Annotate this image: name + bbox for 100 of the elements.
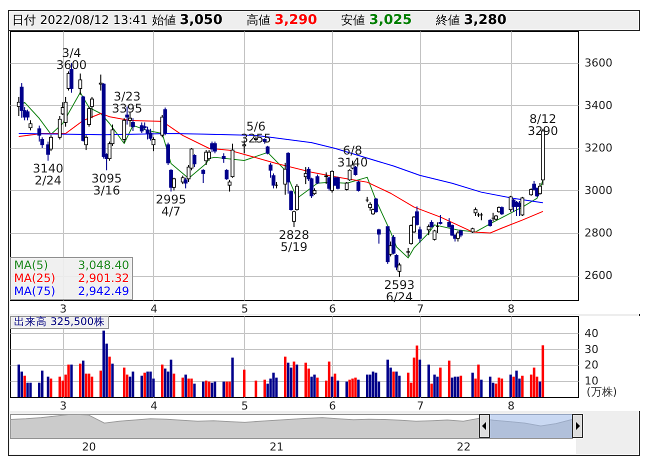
candlestick — [377, 228, 381, 244]
bar — [82, 360, 84, 397]
candlestick — [538, 182, 542, 196]
x-tick-label: 8 — [508, 400, 515, 412]
bar — [509, 374, 512, 397]
annotation: 2,942.49 — [78, 284, 130, 298]
bar — [108, 356, 111, 397]
bar — [395, 372, 398, 397]
y-tick-label: 10 — [584, 374, 598, 388]
bar — [372, 372, 374, 397]
bar — [202, 382, 204, 397]
bar — [433, 374, 436, 397]
bar — [313, 374, 316, 397]
bar — [29, 382, 32, 397]
bar — [488, 376, 492, 397]
annotation: 2,901.32 — [78, 271, 130, 285]
bar — [170, 360, 172, 397]
bar — [296, 364, 298, 397]
bar — [336, 380, 340, 397]
bar — [436, 376, 439, 397]
candlestick — [163, 107, 168, 136]
candlestick — [20, 82, 24, 118]
bar — [292, 362, 296, 397]
candlestick — [228, 179, 232, 192]
candlestick — [201, 168, 206, 184]
x-tick-label: 8 — [508, 302, 515, 316]
x-tick-label: 5 — [241, 302, 248, 316]
bar — [354, 378, 357, 397]
x-tick-label: 3 — [60, 400, 67, 412]
annotation: 3095 3/16 — [91, 171, 122, 198]
bar — [67, 364, 70, 397]
candlestick — [64, 96, 68, 128]
bar — [471, 372, 474, 397]
candlestick — [49, 134, 53, 152]
candlestick — [122, 118, 126, 144]
bar — [222, 382, 225, 397]
bar — [184, 374, 187, 397]
bar — [542, 345, 544, 397]
y-tick-label: 3400 — [584, 98, 612, 112]
bar — [286, 362, 290, 397]
bar — [90, 376, 94, 397]
x-tick-label: 3 — [60, 302, 67, 316]
x-tick-label: 4 — [150, 302, 158, 316]
candlestick — [316, 174, 320, 185]
candlestick — [46, 141, 50, 162]
x-tick-label: 20 — [82, 440, 96, 454]
bar — [231, 358, 234, 397]
candlestick — [98, 74, 103, 92]
bar — [284, 356, 286, 397]
candlestick — [192, 154, 196, 168]
bar — [263, 380, 266, 397]
bar — [79, 364, 82, 397]
bar — [228, 382, 231, 397]
candlestick — [58, 116, 62, 140]
candlestick — [78, 73, 82, 96]
candlestick — [26, 109, 30, 121]
x-tick-label: 5 — [241, 400, 248, 412]
annotation: 3/4 3600 — [56, 46, 87, 72]
bar — [454, 376, 456, 397]
x-tick-label: 6 — [329, 302, 336, 316]
bar — [193, 384, 196, 397]
bar — [498, 378, 500, 397]
bar — [187, 378, 190, 397]
bar — [181, 378, 184, 397]
text: MA(5) — [14, 258, 50, 272]
bar — [500, 378, 504, 397]
candlestick — [184, 177, 188, 189]
bar — [190, 378, 193, 397]
bar — [272, 372, 275, 397]
y-tick-label: 30 — [584, 342, 598, 356]
bar — [366, 374, 368, 397]
bar — [210, 382, 214, 397]
bar — [304, 362, 307, 397]
bar — [374, 372, 378, 397]
bar — [40, 370, 44, 397]
bar — [418, 360, 422, 397]
candlestick — [152, 136, 156, 152]
text: MA(25) — [14, 271, 56, 285]
x-tick-label: 7 — [416, 400, 424, 412]
bar — [172, 374, 176, 397]
bar — [328, 362, 330, 397]
bar — [18, 364, 20, 397]
annotation: 3140 2/24 — [32, 162, 64, 188]
bar — [214, 382, 216, 397]
bar — [316, 378, 319, 397]
candlestick — [374, 197, 378, 214]
bar — [164, 368, 166, 397]
bar — [140, 376, 144, 397]
bar — [348, 380, 351, 397]
candlestick — [456, 230, 460, 242]
annotation: 3,048.40 — [78, 258, 130, 272]
bar — [208, 382, 210, 397]
candlestick — [213, 141, 217, 154]
bar — [430, 384, 433, 397]
y-tick-label: 3200 — [584, 141, 612, 154]
bar — [521, 376, 524, 397]
candlestick — [415, 206, 419, 226]
candlestick — [224, 168, 229, 180]
bar — [357, 380, 360, 397]
candlestick — [356, 180, 360, 192]
